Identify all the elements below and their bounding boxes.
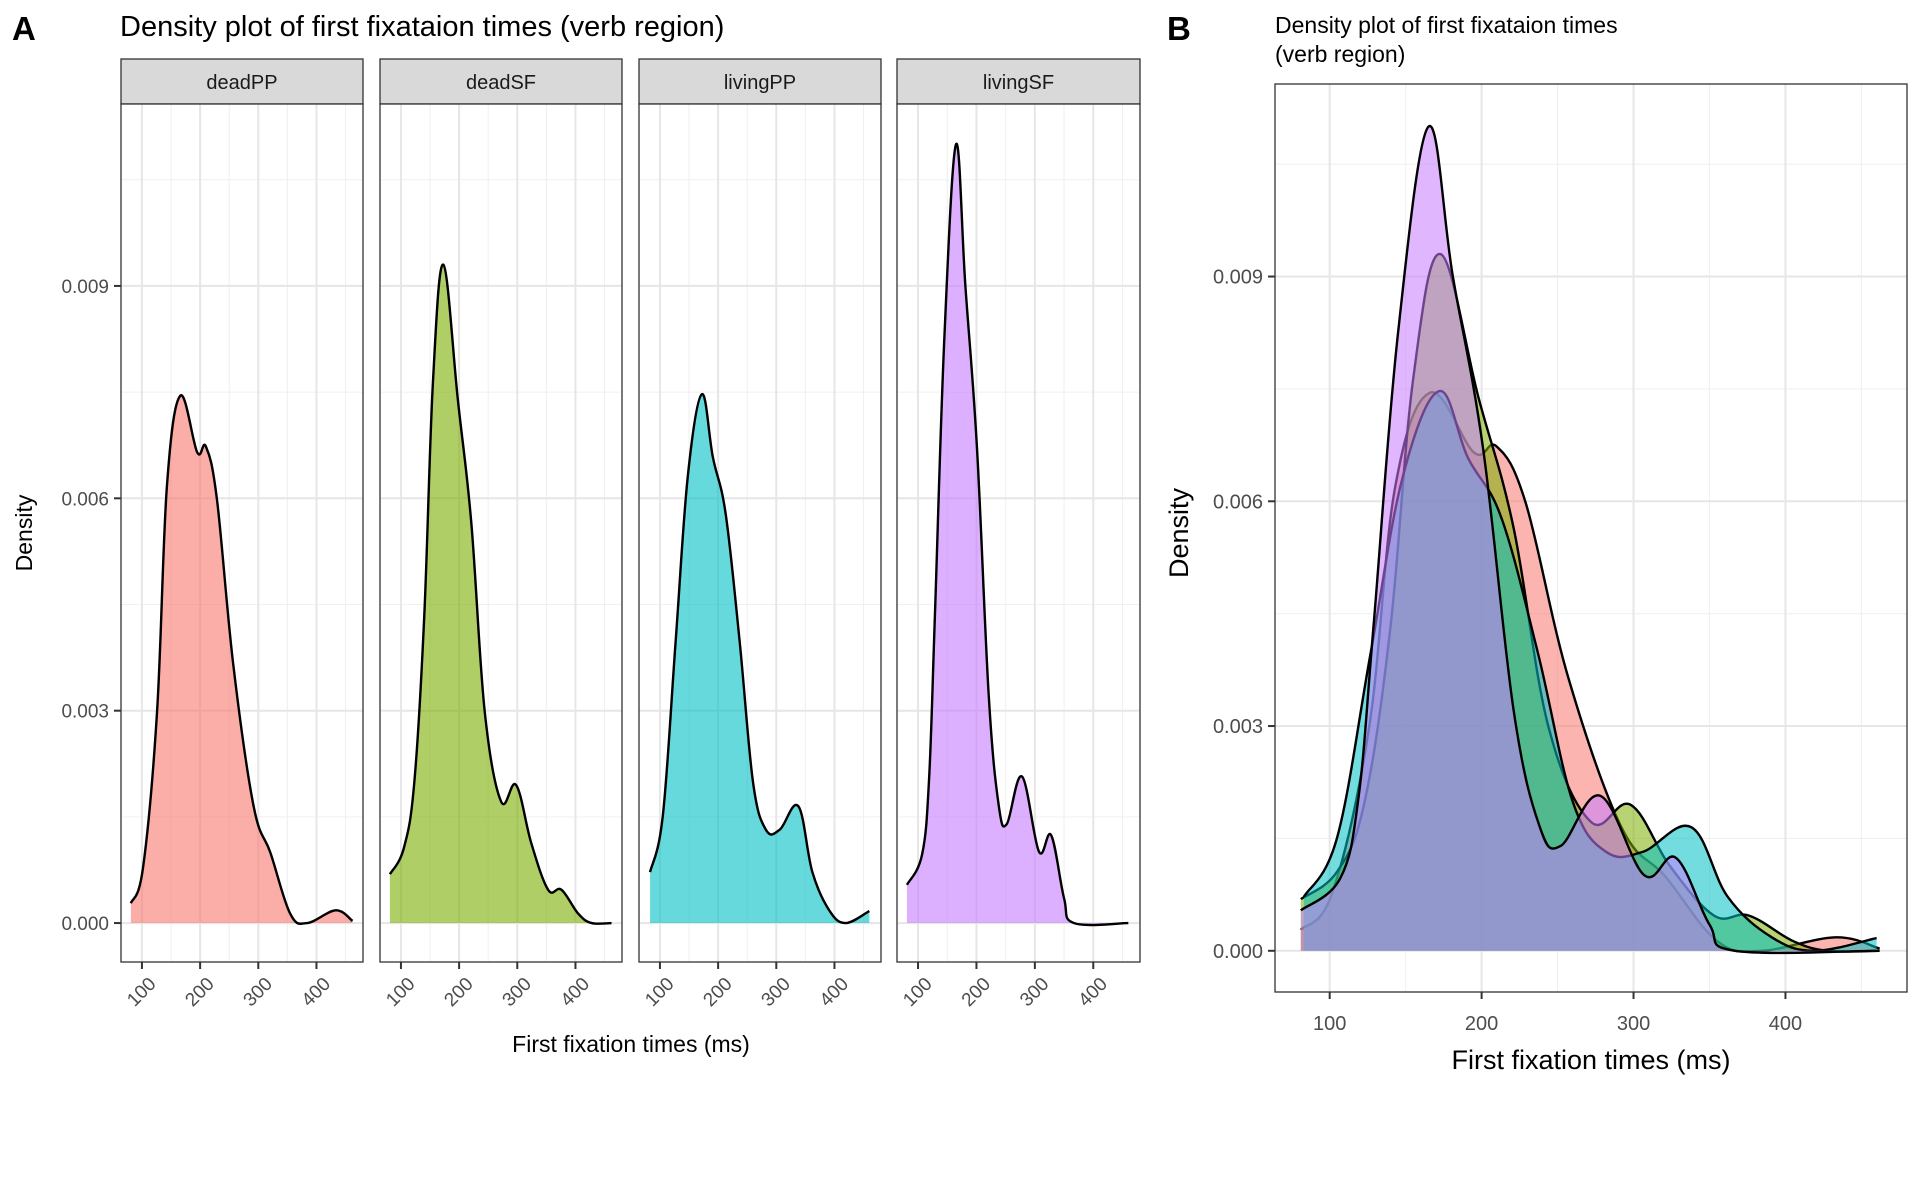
panel-a-title: Density plot of first fixataion times (v… bbox=[120, 11, 724, 43]
panel-border bbox=[1274, 83, 1908, 993]
x-tick-label: 200 bbox=[1465, 1013, 1498, 1035]
facet-strip bbox=[896, 58, 1141, 105]
panel-a-xlabel: First fixation times (ms) bbox=[512, 1031, 750, 1057]
x-tick-label: 300 bbox=[1617, 1013, 1650, 1035]
density-line-deadPP bbox=[129, 394, 354, 925]
y-tick-label: 0.000 bbox=[1213, 941, 1263, 963]
panel-b-ylabel: Density bbox=[1164, 487, 1194, 578]
x-tick-label: 100 bbox=[1313, 1013, 1346, 1035]
facet-strip-label: deadSF bbox=[466, 72, 536, 94]
y-tick-label: 0.009 bbox=[1213, 267, 1263, 289]
panel-border bbox=[379, 103, 623, 963]
panel-b: 100 200 300 400 0.000 0.003 0.006 0.009 bbox=[1213, 83, 1908, 1035]
panel-border bbox=[120, 103, 364, 963]
panel-b-xlabel: First fixation times (ms) bbox=[1451, 1045, 1730, 1075]
facet-strip bbox=[638, 58, 882, 105]
density-area-deadSF bbox=[389, 264, 612, 924]
density-line-livingSF bbox=[905, 142, 1129, 927]
density-area-livingPP bbox=[650, 394, 870, 924]
density-area-livingSF bbox=[1300, 125, 1877, 953]
y-tick-label: 0.009 bbox=[61, 277, 109, 298]
facet-strip bbox=[379, 58, 623, 105]
y-tick-label: 0.000 bbox=[61, 914, 109, 935]
facet-strip-label: livingPP bbox=[724, 72, 796, 94]
facet-strip-label: livingSF bbox=[983, 72, 1054, 94]
facet-strip bbox=[120, 58, 364, 105]
panel-b-title-line-1: Density plot of first fixataion times bbox=[1275, 12, 1618, 38]
density-line-deadSF bbox=[388, 263, 612, 925]
panel-border bbox=[638, 103, 882, 963]
panel-a-tag: A bbox=[12, 10, 36, 47]
panel-border bbox=[896, 103, 1141, 963]
density-area-deadPP bbox=[130, 395, 353, 924]
y-tick-label: 0.003 bbox=[1213, 716, 1263, 738]
y-tick-label: 0.003 bbox=[61, 702, 109, 723]
panel-b-title-line-2: (verb region) bbox=[1275, 41, 1405, 67]
density-line-livingPP bbox=[648, 393, 870, 925]
panel-b-tag: B bbox=[1167, 10, 1191, 47]
y-tick-label: 0.006 bbox=[1213, 491, 1263, 513]
facet-strip-label: deadPP bbox=[206, 72, 277, 94]
density-line-livingSF bbox=[1300, 124, 1877, 955]
x-tick-label: 400 bbox=[1769, 1013, 1802, 1035]
y-tick-label: 0.006 bbox=[61, 489, 109, 510]
panel-a-ylabel: Density bbox=[11, 494, 37, 571]
density-area-livingSF bbox=[906, 143, 1129, 926]
